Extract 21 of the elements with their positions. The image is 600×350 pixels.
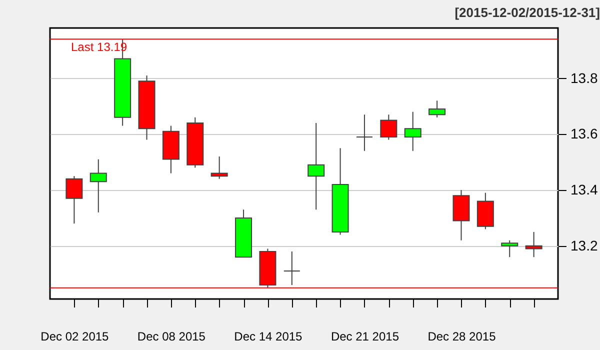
y-tick-label: 13.2 [570, 237, 598, 254]
candlestick [66, 176, 83, 224]
x-tick-label: Dec 28 2015 [428, 330, 496, 344]
x-tick-label: Dec 08 2015 [137, 330, 206, 344]
candlestick [283, 251, 300, 286]
candlestick [525, 231, 542, 258]
chart-subtitle: [2015-12-02/2015-12-31] [454, 5, 600, 20]
candlestick [404, 111, 422, 152]
y-tick-label: 13.4 [570, 182, 598, 198]
x-tick-label: Dec 02 2015 [40, 330, 110, 344]
candlestick [501, 240, 518, 258]
candlestick [210, 156, 228, 180]
candlestick [90, 158, 107, 213]
candlestick [356, 114, 373, 152]
y-tick-label: 13.6 [570, 126, 598, 142]
candlestick [380, 114, 398, 140]
y-tick-label: 13.8 [570, 70, 598, 86]
candlestick [428, 100, 446, 118]
x-tick-label: Dec 21 2015 [330, 330, 400, 344]
x-tick-label: Dec 14 2015 [234, 330, 303, 344]
candlestick [308, 122, 325, 210]
